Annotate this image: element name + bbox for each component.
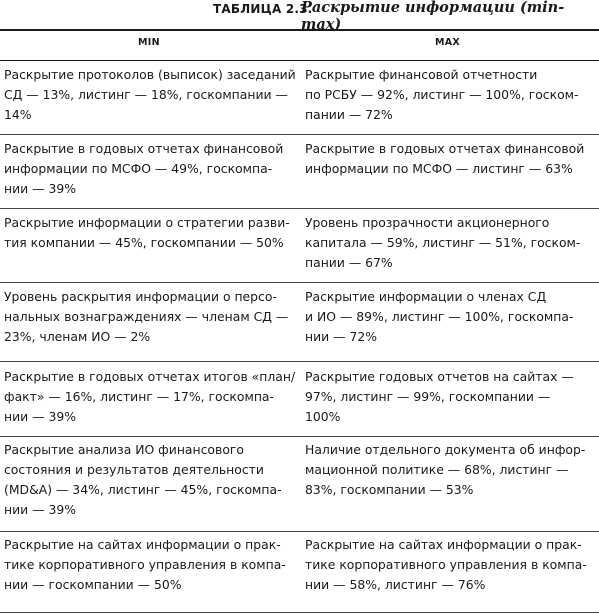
top-rule xyxy=(0,29,599,31)
row-divider xyxy=(0,208,599,209)
cell-line: нии — 39% xyxy=(4,502,77,517)
table-title: ТАБЛИЦА 2.3. Раскрытие информации (min-m… xyxy=(0,0,599,33)
cell-line: нии — госкомпании — 50% xyxy=(4,577,182,592)
cell-line: (MD&A) — 34%, листинг — 45%, госкомпа- xyxy=(4,482,282,497)
row-divider xyxy=(0,282,599,283)
cell-max: Раскрытие в годовых отчетах финансовой ин… xyxy=(305,139,597,179)
cell-line: Уровень раскрытия информации о персо- xyxy=(4,289,277,304)
header-row: MIN MAX xyxy=(0,37,599,57)
cell-min: Раскрытие анализа ИО финансового состояни… xyxy=(4,440,298,520)
cell-line: Раскрытие в годовых отчетах финансовой xyxy=(4,141,284,156)
cell-line: Раскрытие информации о стратегии разви- xyxy=(4,215,290,230)
cell-line: тике корпоративного управления в компа- xyxy=(305,557,587,572)
row-divider xyxy=(0,361,599,362)
cell-line: 23%, членам ИО — 2% xyxy=(4,329,151,344)
row-divider xyxy=(0,436,599,437)
cell-line: Раскрытие на сайтах информации о прак- xyxy=(4,537,281,552)
cell-line: тике корпоративного управления в компа- xyxy=(4,557,286,572)
table-caption: Раскрытие информации (min-max) xyxy=(301,0,565,33)
cell-max: Раскрытие финансовой отчетности по РСБУ —… xyxy=(305,65,597,125)
row-divider xyxy=(0,612,599,613)
cell-line: пании — 72% xyxy=(305,107,393,122)
cell-min: Раскрытие протоколов (выписок) заседаний… xyxy=(4,65,298,125)
cell-line: 97%, листинг — 99%, госкомпании — xyxy=(305,389,551,404)
cell-line: нии — 58%, листинг — 76% xyxy=(305,577,486,592)
row-divider xyxy=(0,531,599,532)
cell-line: информации по МСФО — 49%, госкомпа- xyxy=(4,161,273,176)
cell-line: по РСБУ — 92%, листинг — 100%, госком- xyxy=(305,87,579,102)
cell-max: Раскрытие информации о членах СД и ИО — 8… xyxy=(305,287,597,347)
cell-line: капитала — 59%, листинг — 51%, госком- xyxy=(305,235,581,250)
row-divider xyxy=(0,134,599,135)
table-label: ТАБЛИЦА 2.3. xyxy=(213,2,313,16)
cell-line: 100% xyxy=(305,409,341,424)
cell-line: Раскрытие годовых отчетов на сайтах — xyxy=(305,369,574,384)
cell-line: Наличие отдельного документа об инфор- xyxy=(305,442,586,457)
cell-line: СД — 13%, листинг — 18%, госкомпании — xyxy=(4,87,288,102)
cell-line: пании — 67% xyxy=(305,255,393,270)
cell-max: Раскрытие на сайтах информации о прак-ти… xyxy=(305,535,597,595)
cell-line: информации по МСФО — листинг — 63% xyxy=(305,161,573,176)
cell-min: Раскрытие в годовых отчетах итогов «план… xyxy=(4,367,298,427)
cell-line: Уровень прозрачности акционерного xyxy=(305,215,550,230)
column-header-max: MAX xyxy=(435,37,461,48)
cell-line: нии — 39% xyxy=(4,409,77,424)
cell-line: Раскрытие в годовых отчетах итогов «план… xyxy=(4,369,296,384)
cell-line: Раскрытие анализа ИО финансового xyxy=(4,442,244,457)
cell-min: Раскрытие в годовых отчетах финансовой ин… xyxy=(4,139,298,199)
cell-min: Раскрытие на сайтах информации о прак-ти… xyxy=(4,535,298,595)
cell-line: мационной политике — 68%, листинг — xyxy=(305,462,569,477)
header-rule xyxy=(0,60,599,61)
cell-max: Раскрытие годовых отчетов на сайтах — 97%… xyxy=(305,367,597,427)
cell-line: факт» — 16%, листинг — 17%, госкомпа- xyxy=(4,389,274,404)
cell-line: Раскрытие протоколов (выписок) заседаний xyxy=(4,67,296,82)
cell-min: Раскрытие информации о стратегии разви-т… xyxy=(4,213,298,253)
cell-line: Раскрытие информации о членах СД xyxy=(305,289,547,304)
cell-max: Уровень прозрачности акционерного капитал… xyxy=(305,213,597,273)
cell-line: Раскрытие на сайтах информации о прак- xyxy=(305,537,582,552)
cell-line: Раскрытие финансовой отчетности xyxy=(305,67,538,82)
cell-line: 83%, госкомпании — 53% xyxy=(305,482,474,497)
column-header-min: MIN xyxy=(138,37,160,48)
cell-line: нии — 39% xyxy=(4,181,77,196)
cell-max: Наличие отдельного документа об инфор-ма… xyxy=(305,440,597,500)
cell-line: нальных вознаграждениях — членам СД — xyxy=(4,309,289,324)
cell-line: нии — 72% xyxy=(305,329,378,344)
cell-line: 14% xyxy=(4,107,32,122)
cell-line: Раскрытие в годовых отчетах финансовой xyxy=(305,141,585,156)
cell-min: Уровень раскрытия информации о персо-нал… xyxy=(4,287,298,347)
cell-line: тия компании — 45%, госкомпании — 50% xyxy=(4,235,284,250)
cell-line: и ИО — 89%, листинг — 100%, госкомпа- xyxy=(305,309,574,324)
cell-line: состояния и результатов деятельности xyxy=(4,462,264,477)
